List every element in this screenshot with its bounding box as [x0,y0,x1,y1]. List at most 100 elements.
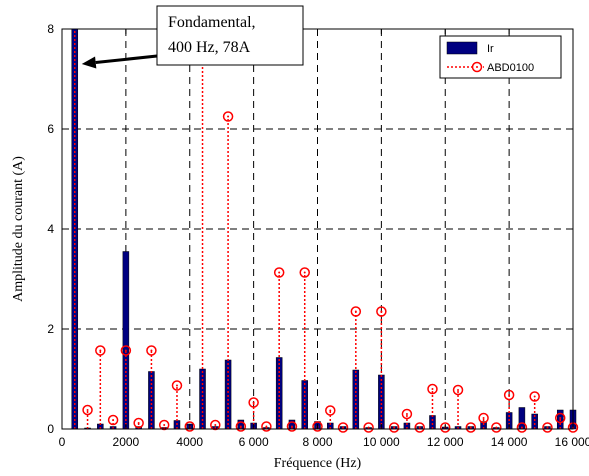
abd0100-marker-dot [469,426,472,429]
y-tick-label: 2 [47,322,54,336]
abd0100-marker [503,389,515,401]
abd0100-marker-dot [265,425,268,428]
abd0100-marker [376,306,387,317]
annotation-text-line: Fondamental, [168,14,256,31]
abd0100-marker-dot [137,422,140,424]
y-axis-label: Amplitude du courant (A) [11,156,26,302]
abd0100-marker-dot [380,310,383,313]
x-tick-label: 14 000 [491,435,528,449]
annotation-arrow [95,54,158,65]
abd0100-marker-dot [457,389,460,391]
ir-bar [518,407,526,430]
legend-swatch-ir [446,41,478,55]
abd0100-marker [491,422,502,433]
ir-bar [122,251,130,430]
abd0100-marker [107,414,119,426]
abd0100-marker [529,391,540,402]
abd0100-marker-dot [303,271,306,274]
abd0100-marker-dot [482,417,485,419]
abd0100-marker [286,421,298,432]
abd0100-marker [146,345,157,356]
x-tick-label: 8 000 [302,435,332,449]
abd0100-marker-dot [112,419,115,421]
abd0100-marker-dot [418,426,421,429]
abd0100-marker-dot [367,426,370,429]
grid-lines [62,29,573,429]
abd0100-marker-dot [99,349,102,352]
abd0100-marker [299,267,310,278]
abd0100-marker-dot [163,424,166,426]
abd0100-marker-dot [227,115,230,118]
abd0100-marker-dot [342,426,345,429]
abd0100-marker-dot [520,426,523,429]
abd0100-marker-dot [86,409,89,411]
legend-label-abd0100: ABD0100 [487,62,534,74]
abd0100-marker [325,405,336,416]
abd0100-marker-dot [495,426,498,429]
abd0100-marker-dot [393,426,396,429]
abd0100-marker [222,111,234,122]
abd0100-marker-dot [546,426,549,429]
abd0100-marker [133,417,144,429]
abd0100-marker [184,421,195,432]
abd0100-marker-dot [278,271,281,274]
abd0100-marker [554,412,566,424]
abd0100-marker [414,422,425,433]
annotation-box [156,5,304,66]
ir-bar [224,359,232,430]
axis-ticks: 0 2000 4000 6 000 8 000 10 000 12 000 14 000 16 … [47,22,589,449]
abd0100-marker [478,412,489,424]
x-axis-label: Fréquence (Hz) [274,456,362,471]
abd0100-marker [261,421,272,432]
abd0100-marker [401,408,413,420]
abd0100-marker [235,421,247,432]
legend-label-ir: Ir [487,43,494,55]
abd0100-marker [350,306,362,317]
abd0100-marker [542,422,553,433]
abd0100-marker [95,345,106,356]
x-tick-label: 4000 [176,435,203,449]
x-tick-label: 12 000 [427,435,464,449]
abd0100-marker-dot [431,388,434,390]
fundamental-annotation: Fondamental, 400 Hz, 78A [81,5,304,69]
abd0100-marker-dot [354,310,357,313]
abd0100-marker-dot [214,424,217,426]
abd0100-marker [120,345,132,356]
abd0100-marker [465,422,477,433]
abd0100-marker-dot [175,384,178,387]
abd0100-marker [363,422,374,433]
abd0100-marker-dot [124,349,127,352]
abd0100-marker-dot [150,349,153,352]
y-tick-label: 4 [47,222,54,236]
abd0100-marker-dot [290,425,293,428]
abd0100-marker [427,383,438,395]
x-tick-label: 0 [59,435,66,449]
abd0100-marker [312,421,323,432]
abd0100-marker-dot [252,401,255,404]
legend-swatch-abd0100-dot [476,66,478,68]
x-tick-label: 6 000 [239,435,269,449]
abd0100-marker [452,384,464,396]
abd0100-marker [388,422,400,433]
x-tick-label: 10 000 [363,435,400,449]
abd0100-marker-dot [239,425,242,428]
abd0100-marker [440,422,451,433]
abd0100-marker-dot [533,395,536,398]
ir-bar [429,415,436,430]
abd0100-marker [82,404,93,416]
abd0100-marker [516,422,528,433]
legend: Ir ABD0100 [439,35,562,79]
abd0100-marker-dot [559,417,562,419]
y-tick-label: 8 [47,22,54,36]
abd0100-marker-dot [508,394,511,396]
abd0100-marker [337,422,349,433]
annotation-arrowhead [81,56,97,69]
x-tick-label: 2000 [113,435,140,449]
annotation-text-line: 400 Hz, 78A [168,39,251,56]
abd0100-marker [248,397,259,408]
abd0100-marker-dot [405,413,408,415]
x-tick-label: 16 000 [555,435,589,449]
abd0100-marker-dot [329,409,332,412]
abd0100-marker [171,380,183,391]
